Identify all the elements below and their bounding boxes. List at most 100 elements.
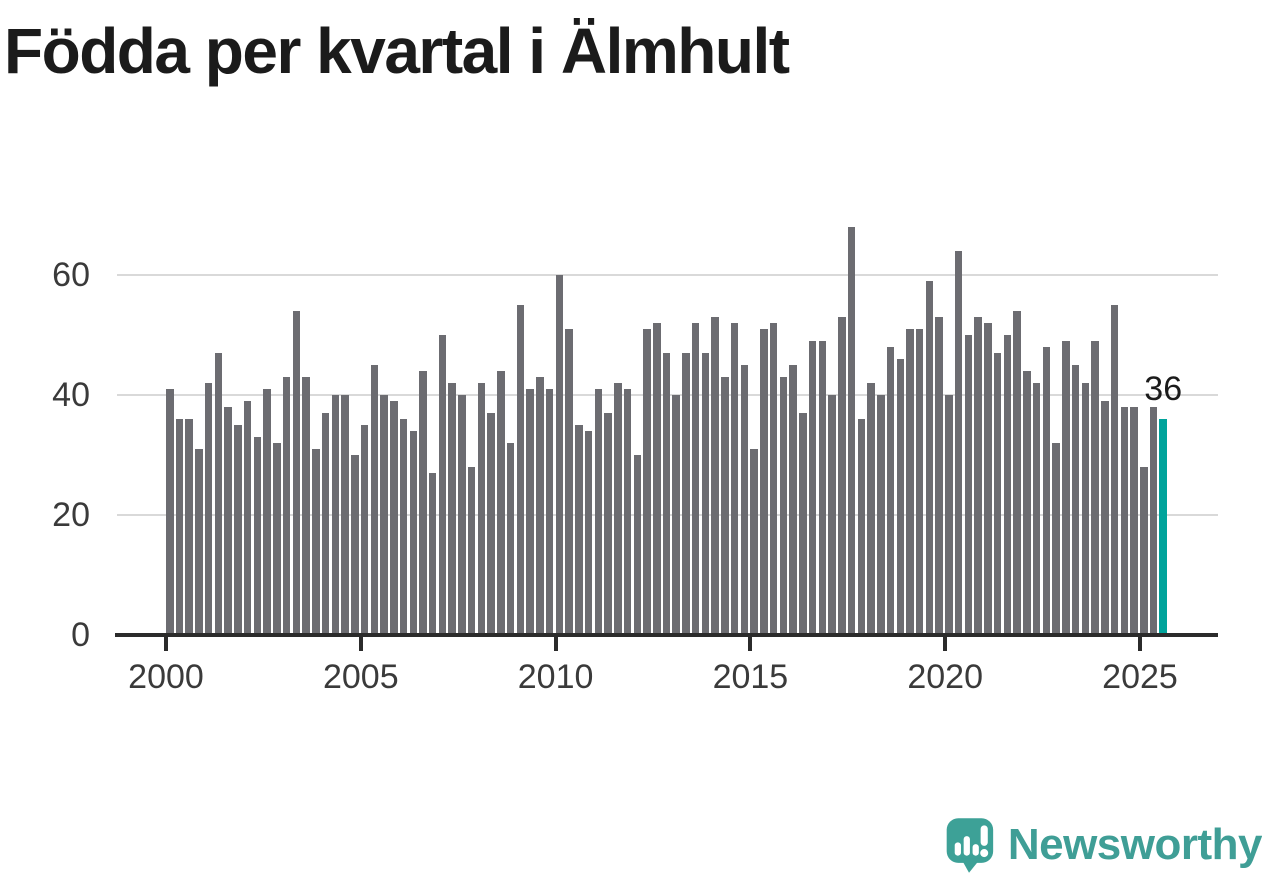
- bar-2003-q4: [312, 449, 320, 635]
- bar-2018-q2: [877, 395, 885, 635]
- bar-2010-q3: [575, 425, 583, 635]
- bar-2008-q2: [487, 413, 495, 635]
- bar-2022-q4: [1052, 443, 1060, 635]
- bar-2005-q1: [360, 425, 369, 635]
- bar-2021-q1: [984, 323, 992, 635]
- x-tick-2025: [1138, 636, 1142, 651]
- bar-2022-q3: [1042, 347, 1051, 635]
- bar-2001-q4: [234, 425, 242, 635]
- bar-2020-q1: [945, 395, 953, 635]
- bar-2000-q1: [166, 389, 174, 635]
- bar-2014-q1: [711, 317, 719, 635]
- bar-2020-q3: [964, 335, 973, 635]
- bar-2014-q2: [721, 377, 729, 635]
- bar-2014-q4: [740, 365, 749, 635]
- x-tick-label-2000: 2000: [128, 658, 204, 696]
- bar-2015-q3: [769, 323, 778, 635]
- logo-text: Newsworthy: [1007, 819, 1262, 869]
- bar-2016-q1: [789, 365, 797, 635]
- bar-2021-q3: [1003, 335, 1012, 635]
- bar-2020-q4: [974, 317, 982, 635]
- bar-2002-q3: [263, 389, 271, 635]
- bar-2004-q4: [351, 455, 359, 635]
- bar-2021-q2: [993, 353, 1002, 635]
- bar-2007-q1: [438, 335, 447, 635]
- bar-2014-q3: [730, 323, 739, 635]
- bar-2004-q3: [341, 395, 349, 635]
- bar-2010-q2: [565, 329, 573, 635]
- y-tick-label-20: 20: [52, 496, 90, 534]
- x-tick-2005: [358, 636, 363, 651]
- bar-2004-q2: [331, 395, 340, 635]
- x-tick-2015: [748, 636, 753, 651]
- bar-2024-q1: [1101, 401, 1109, 635]
- gridline-60: [117, 274, 1218, 276]
- bar-2009-q2: [526, 389, 534, 635]
- bar-2011-q4: [623, 389, 632, 635]
- bar-2019-q3: [925, 281, 934, 635]
- bar-2008-q3: [497, 371, 505, 635]
- bar-2025-q3: [1159, 419, 1167, 635]
- bar-2022-q2: [1032, 383, 1041, 635]
- x-tick-2010: [553, 636, 558, 651]
- bar-2015-q1: [750, 449, 758, 635]
- bar-2019-q1: [906, 329, 914, 635]
- bar-2017-q2: [838, 317, 846, 635]
- bar-2019-q2: [915, 329, 924, 635]
- bar-2018-q3: [886, 347, 895, 635]
- bar-2005-q2: [370, 365, 379, 635]
- bar-2021-q4: [1013, 311, 1021, 635]
- bar-2000-q2: [175, 419, 184, 635]
- bar-2018-q4: [896, 359, 904, 635]
- bar-2023-q4: [1091, 341, 1099, 635]
- chart-title: Födda per kvartal i Älmhult: [4, 15, 790, 87]
- bar-2005-q4: [390, 401, 398, 635]
- bar-2009-q1: [516, 305, 525, 635]
- bar-2011-q3: [614, 383, 622, 635]
- bar-2007-q3: [458, 395, 466, 635]
- bar-2002-q2: [253, 437, 262, 635]
- bar-2002-q1: [243, 401, 252, 635]
- bar-2015-q4: [779, 377, 788, 635]
- bar-2002-q4: [273, 443, 281, 635]
- bar-2013-q1: [672, 395, 680, 635]
- x-tick-2000: [164, 636, 168, 651]
- bar-2007-q2: [448, 383, 456, 635]
- bar-2004-q1: [321, 413, 330, 635]
- x-tick-2020: [943, 636, 948, 651]
- bar-2011-q2: [604, 413, 612, 635]
- bar-2006-q3: [419, 371, 427, 635]
- bar-2025-q2: [1149, 407, 1158, 635]
- bar-2000-q3: [185, 419, 193, 635]
- bar-2008-q4: [506, 443, 515, 635]
- bar-2017-q1: [828, 395, 836, 635]
- bar-2001-q2: [214, 353, 223, 635]
- bar-2016-q3: [808, 341, 817, 635]
- bar-2023-q2: [1071, 365, 1080, 635]
- bar-2016-q2: [799, 413, 807, 635]
- bar-2013-q3: [691, 323, 700, 635]
- bar-2009-q3: [536, 377, 544, 635]
- bar-2003-q3: [302, 377, 310, 635]
- bar-2007-q4: [467, 467, 476, 635]
- bar-2016-q4: [818, 341, 827, 635]
- y-tick-label-0: 0: [71, 616, 90, 654]
- bar-2025-q1: [1140, 467, 1148, 635]
- bar-2012-q1: [633, 455, 642, 635]
- y-tick-label-40: 40: [52, 376, 90, 414]
- bar-2024-q4: [1130, 407, 1138, 635]
- bar-2013-q4: [701, 353, 710, 635]
- bar-2003-q1: [282, 377, 291, 635]
- x-tick-label-2015: 2015: [712, 658, 789, 696]
- bar-2011-q1: [594, 389, 603, 635]
- bar-2012-q4: [662, 353, 671, 635]
- bar-2006-q2: [409, 431, 417, 635]
- bar-2015-q2: [760, 329, 768, 635]
- bar-2024-q2: [1110, 305, 1119, 635]
- bar-2012-q2: [643, 329, 651, 635]
- bar-2006-q4: [428, 473, 437, 635]
- bar-2008-q1: [477, 383, 486, 635]
- bar-2012-q3: [653, 323, 661, 635]
- bar-2023-q1: [1062, 341, 1070, 635]
